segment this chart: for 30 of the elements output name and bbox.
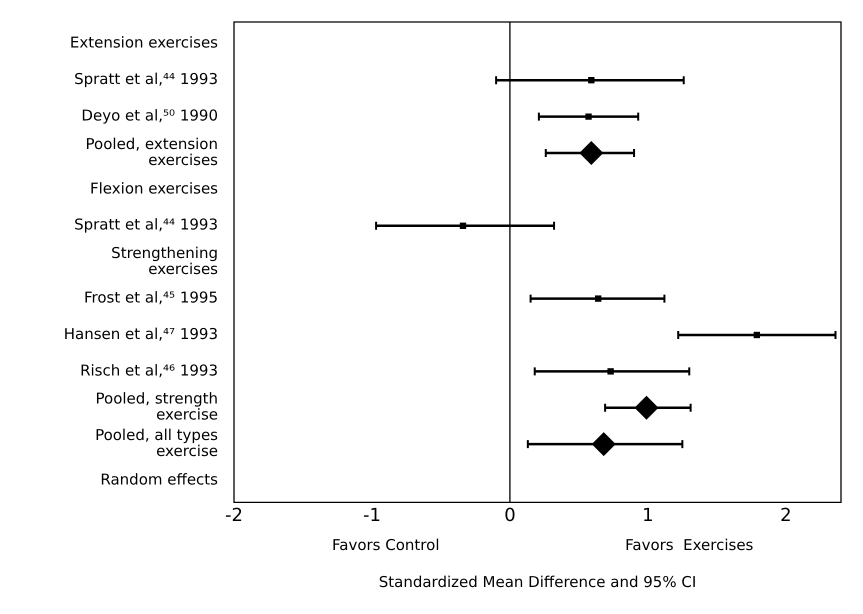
y-tick-label: Random effects <box>100 470 218 488</box>
x-tick-label: 0 <box>504 504 516 526</box>
x-tick-label: -2 <box>225 504 243 526</box>
y-tick-label: Pooled, strength exercise <box>96 390 218 424</box>
point <box>592 432 616 456</box>
point <box>579 141 604 166</box>
y-tick-label: Deyo et al,⁵⁰ 1990 <box>81 106 218 125</box>
y-tick-label: Strengthening exercises <box>111 244 218 278</box>
y-tick-label: Spratt et al,⁴⁴ 1993 <box>74 70 218 88</box>
y-tick-label: Frost et al,⁴⁵ 1995 <box>84 288 218 306</box>
y-tick-label: Spratt et al,⁴⁴ 1993 <box>74 216 218 234</box>
y-tick-label: Flexion exercises <box>90 179 218 198</box>
y-tick-label: Pooled, extension exercises <box>86 134 218 169</box>
text: Favors Control <box>332 536 440 554</box>
y-tick-label: Pooled, all types exercise <box>95 426 218 460</box>
x-tick-label: 1 <box>642 504 654 526</box>
point <box>460 222 466 229</box>
point <box>595 295 602 302</box>
y-tick-label: Extension exercises <box>70 34 218 52</box>
point <box>588 77 594 84</box>
y-tick-label: Risch et al,⁴⁶ 1993 <box>80 361 218 380</box>
point <box>585 113 592 120</box>
x-tick-label: 2 <box>780 504 792 526</box>
y-tick-label: Hansen et al,⁴⁷ 1993 <box>64 324 218 343</box>
x-tick-label: -1 <box>362 504 381 526</box>
point <box>634 396 658 420</box>
point <box>607 368 614 375</box>
point <box>754 332 760 338</box>
text: Favors Exercises <box>625 536 754 554</box>
x-axis-title: Standardized Mean Difference and 95% CI <box>378 572 696 591</box>
